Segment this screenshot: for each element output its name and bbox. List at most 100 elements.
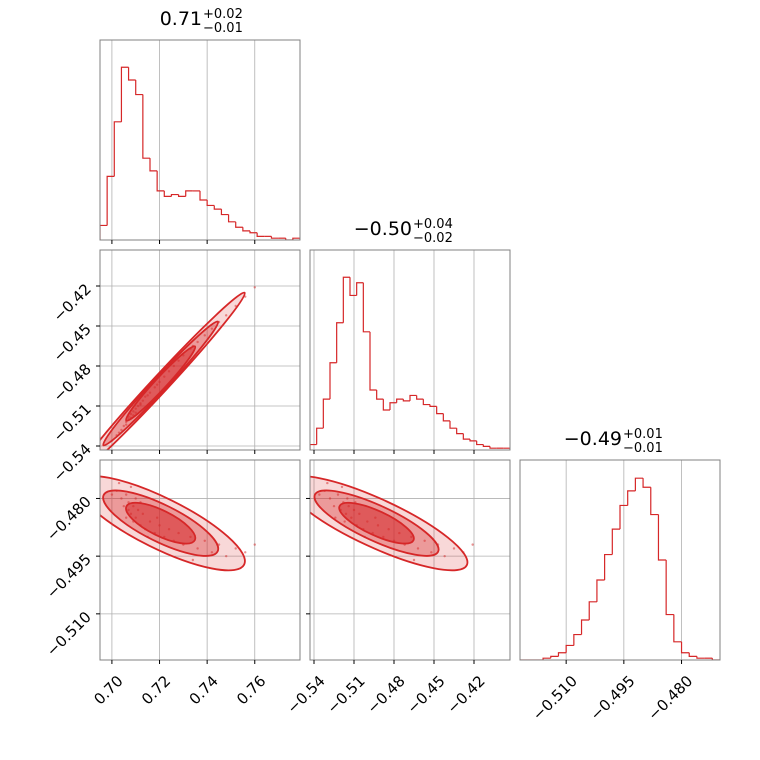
x-tick-label: −0.510	[529, 672, 581, 724]
x-tick-label: −0.480	[644, 672, 696, 724]
histogram-bin	[389, 402, 397, 410]
histogram-bin	[376, 390, 384, 400]
y-tick-label: −0.495	[43, 550, 95, 602]
histogram-bin	[356, 282, 364, 296]
sample-point	[234, 547, 237, 550]
sample-point	[374, 516, 377, 519]
sample-point	[144, 528, 147, 531]
contour	[125, 345, 197, 422]
histogram-bin	[100, 224, 108, 240]
panel-title: −0.50	[354, 218, 412, 240]
sample-point	[136, 404, 140, 408]
histogram-bin	[285, 238, 293, 240]
histogram-bin	[336, 322, 344, 363]
sample-point	[217, 320, 221, 324]
sample-point	[124, 516, 128, 519]
sample-point	[129, 416, 133, 420]
sample-point	[354, 501, 357, 504]
histogram-bin	[156, 170, 165, 192]
sample-point	[141, 512, 145, 516]
x-tick-label: 0.76	[233, 672, 269, 708]
sample-point	[177, 359, 180, 362]
sample-point	[191, 558, 195, 562]
sample-point	[189, 347, 192, 350]
y-tick-label: −0.42	[50, 280, 95, 325]
sample-point	[392, 539, 396, 542]
sample-point	[110, 439, 114, 442]
sample-point	[412, 558, 416, 562]
sample-point	[141, 399, 145, 402]
sample-point	[210, 551, 214, 554]
histogram-bin	[634, 477, 644, 491]
sample-point	[134, 497, 137, 500]
panel-frame	[99, 249, 301, 451]
panel	[520, 460, 720, 660]
panel-frame	[309, 249, 511, 451]
sample-point	[120, 428, 123, 432]
sample-point	[124, 493, 128, 496]
sample-point	[115, 434, 118, 437]
sample-point	[210, 327, 214, 330]
histogram-bin	[469, 439, 477, 442]
sample-point	[144, 395, 147, 398]
histogram-bin	[596, 579, 605, 602]
sample-point	[224, 314, 228, 317]
histogram-bin	[120, 66, 129, 122]
y-tick-label: −0.480	[43, 493, 95, 545]
sample-point	[120, 497, 123, 500]
sample-point	[172, 539, 176, 542]
histogram-bin	[422, 399, 430, 406]
sample-point	[134, 411, 137, 414]
sample-point	[347, 504, 350, 508]
sample-point	[355, 524, 358, 527]
histogram-bin	[362, 282, 370, 333]
histogram-bin	[550, 655, 559, 659]
histogram-bin	[322, 398, 330, 429]
sample-point	[403, 543, 406, 546]
sample-point	[129, 412, 133, 416]
sample-point	[127, 415, 130, 418]
sample-point	[155, 383, 159, 386]
sample-point	[371, 531, 374, 535]
histogram-bin	[316, 427, 324, 445]
sample-point	[342, 501, 345, 504]
histogram-bin	[429, 404, 437, 407]
sample-point	[224, 554, 228, 558]
sample-point	[172, 364, 176, 368]
sample-point	[124, 423, 128, 426]
sample-point	[129, 485, 133, 489]
x-tick-label: −0.495	[587, 672, 639, 724]
histogram-bin	[227, 214, 236, 223]
sample-point	[423, 539, 426, 542]
histogram-bin	[557, 652, 567, 657]
histogram-bin	[342, 276, 350, 323]
x-tick-label: −0.51	[324, 672, 369, 717]
x-tick-label: −0.54	[284, 672, 329, 717]
x-tick-label: 0.70	[90, 672, 126, 708]
histogram-bin	[142, 94, 150, 159]
sample-point	[158, 524, 161, 527]
title-upper: +0.02	[203, 7, 243, 22]
sample-point	[339, 508, 342, 512]
x-tick-label: 0.74	[186, 672, 222, 708]
sample-point	[139, 501, 142, 504]
sample-point	[410, 535, 413, 539]
sample-point	[352, 508, 356, 512]
histogram-bin	[396, 398, 404, 403]
y-tick-label: −0.510	[43, 608, 95, 660]
histogram-bin	[349, 277, 357, 297]
sample-point	[139, 403, 142, 406]
sample-point	[132, 410, 135, 413]
sample-point	[127, 418, 130, 421]
sample-point	[177, 531, 180, 535]
histogram-bin	[242, 227, 250, 232]
histogram-bin	[627, 490, 636, 506]
histogram-bin	[256, 232, 265, 237]
sample-point	[346, 497, 349, 500]
sample-point	[363, 535, 366, 539]
panel-frame	[519, 459, 721, 661]
sample-point	[336, 493, 340, 496]
sample-point	[430, 551, 433, 554]
panel-frame	[99, 39, 301, 241]
title-lower: −0.02	[413, 231, 453, 246]
